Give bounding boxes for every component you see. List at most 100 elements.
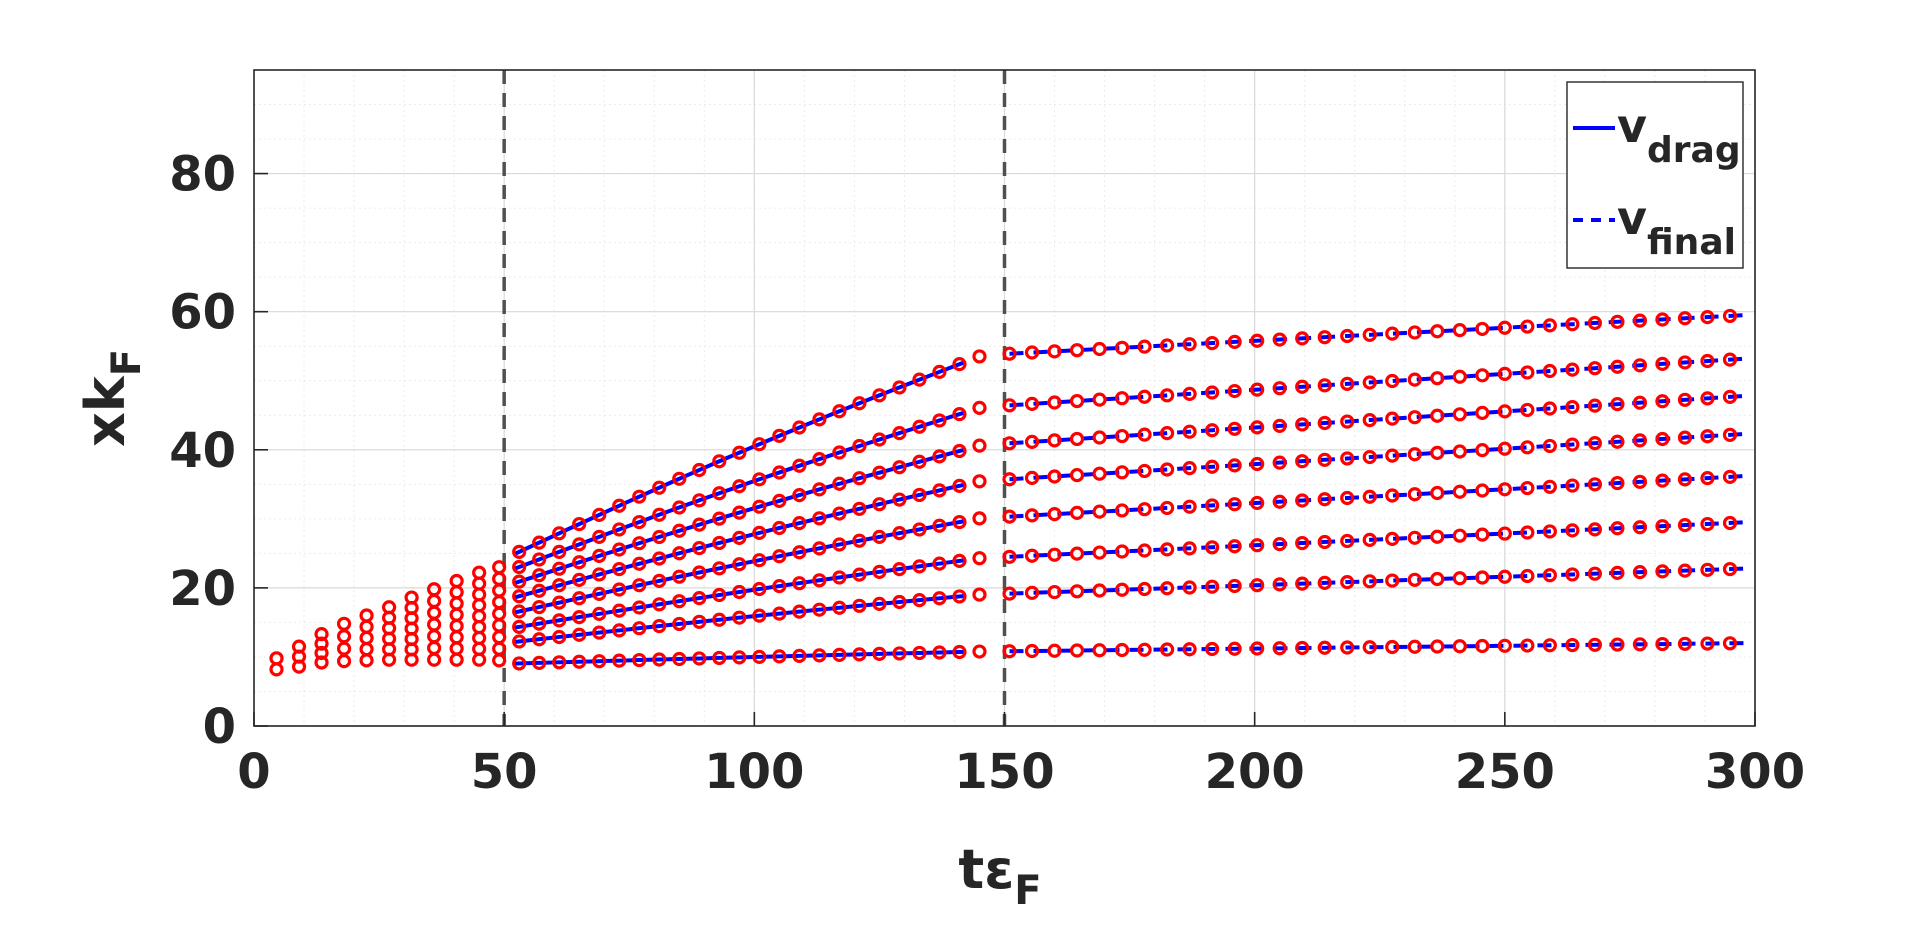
data-point <box>572 627 587 642</box>
data-point <box>512 574 527 589</box>
data-point <box>1722 561 1738 577</box>
legend: vdrag vfinal <box>1566 81 1744 269</box>
data-point <box>592 507 607 522</box>
data-point <box>1047 433 1062 448</box>
data-point <box>532 632 547 647</box>
data-point <box>852 438 867 454</box>
data-point <box>1542 363 1557 379</box>
x-tick-label: 200 <box>1205 744 1305 800</box>
data-point <box>732 557 747 572</box>
data-point <box>1722 308 1738 324</box>
data-point <box>1160 642 1175 657</box>
v-drag-line-6 <box>513 558 965 630</box>
data-point <box>1475 368 1490 383</box>
data-point <box>892 561 907 577</box>
data-point <box>772 493 787 508</box>
data-point <box>652 652 667 667</box>
data-point <box>1542 524 1557 539</box>
data-point <box>1137 502 1152 517</box>
data-point <box>792 545 807 560</box>
data-point <box>1160 426 1175 441</box>
data-point <box>592 548 607 563</box>
data-point <box>932 413 947 428</box>
data-point <box>632 536 647 551</box>
data-point <box>712 650 727 666</box>
data-point <box>832 570 847 585</box>
data-point <box>1250 333 1265 348</box>
data-point <box>1655 394 1670 409</box>
data-point <box>692 540 707 556</box>
data-point <box>652 573 667 589</box>
data-point <box>1182 580 1197 595</box>
data-point <box>1722 352 1738 367</box>
data-point <box>1114 582 1130 597</box>
data-point <box>552 544 567 559</box>
data-point <box>792 420 807 435</box>
data-point <box>1520 440 1535 455</box>
data-point <box>1632 474 1648 489</box>
data-point <box>1002 436 1017 451</box>
data-point <box>852 598 867 613</box>
data-point <box>1092 430 1107 445</box>
data-point <box>1295 417 1310 432</box>
legend-box <box>1566 81 1744 269</box>
data-point <box>1002 472 1017 487</box>
data-point <box>1587 477 1602 492</box>
data-point <box>672 569 687 584</box>
data-point <box>1024 434 1040 449</box>
data-point <box>1452 369 1467 384</box>
data-point <box>832 506 847 521</box>
data-point <box>772 606 787 621</box>
data-point <box>1002 644 1017 659</box>
data-point <box>1587 361 1602 376</box>
data-point <box>672 471 687 486</box>
data-point <box>1227 497 1242 512</box>
data-point <box>1272 332 1287 347</box>
data-point <box>1655 519 1670 534</box>
data-point <box>1047 344 1062 359</box>
x-tick-label: 250 <box>1455 744 1555 800</box>
data-point <box>792 648 807 663</box>
data-point <box>632 514 647 530</box>
data-point <box>359 619 374 634</box>
data-point <box>359 608 374 623</box>
data-point <box>1047 584 1062 600</box>
data-point <box>892 526 907 541</box>
data-point <box>1227 641 1242 656</box>
data-point <box>1362 375 1377 390</box>
data-point <box>1340 451 1355 466</box>
data-point <box>1610 637 1625 652</box>
data-point <box>1385 373 1400 389</box>
data-point <box>359 653 374 668</box>
data-point <box>572 591 587 606</box>
data-point <box>1272 641 1287 656</box>
data-point <box>1317 415 1332 431</box>
data-point <box>852 471 867 486</box>
data-point <box>912 372 927 387</box>
data-point <box>1114 503 1130 518</box>
data-point <box>1317 492 1332 507</box>
data-point <box>449 573 464 589</box>
data-point <box>1002 509 1017 524</box>
data-point <box>812 482 827 497</box>
data-point <box>912 487 927 503</box>
data-point <box>732 479 747 494</box>
data-point <box>1587 522 1602 537</box>
data-point <box>1317 330 1332 345</box>
data-point <box>832 600 847 615</box>
data-point <box>1069 343 1085 358</box>
data-point <box>892 646 907 661</box>
data-point <box>1205 423 1220 438</box>
data-point <box>1497 441 1512 456</box>
data-point <box>612 582 627 597</box>
data-point <box>1655 356 1670 371</box>
x-tick-label: 50 <box>471 744 538 800</box>
data-point <box>1542 479 1557 494</box>
data-point <box>1069 643 1085 658</box>
data-point <box>1340 328 1355 344</box>
data-point <box>1430 324 1445 339</box>
data-point <box>1047 643 1062 658</box>
data-point <box>572 572 587 587</box>
data-point <box>1182 424 1197 439</box>
data-point <box>1092 341 1107 357</box>
